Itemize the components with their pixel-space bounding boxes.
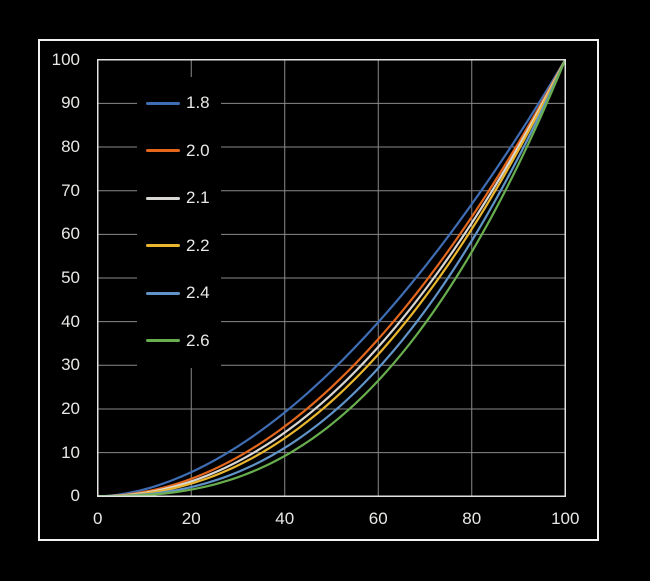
legend-label: 2.4: [186, 283, 210, 303]
y-axis-tick-label: 20: [61, 398, 80, 418]
legend-line-swatch: [146, 291, 180, 295]
curve-gamma-1.8: [97, 59, 566, 497]
legend-label: 2.6: [186, 330, 210, 350]
x-axis-tick-label: 60: [368, 509, 388, 528]
y-axis-tick-label: 100: [51, 49, 80, 69]
legend: 1.8 2.0 2.1 2.2 2.4 2.6: [137, 77, 221, 368]
legend-item: 2.0: [137, 141, 221, 161]
x-axis-tick-label: 0: [93, 509, 103, 528]
legend-label: 1.8: [186, 93, 210, 112]
legend-item: 1.8: [137, 93, 221, 113]
curve-gamma-2.0: [97, 59, 566, 497]
legend-item: 2.6: [137, 331, 221, 351]
y-axis-tick-label: 50: [61, 268, 80, 287]
curve-gamma-2.6: [97, 59, 566, 497]
x-axis-tick-label: 20: [181, 509, 201, 528]
x-axis-tick-label: 80: [462, 509, 482, 528]
legend-item: 2.4: [137, 283, 221, 303]
legend-line-swatch: [146, 149, 180, 153]
legend-line-swatch: [146, 101, 180, 105]
curve-gamma-2.2: [97, 59, 566, 497]
curve-gamma-2.4: [97, 59, 566, 497]
y-axis-tick-label: 60: [61, 224, 80, 244]
curve-gamma-2.1: [97, 59, 566, 497]
legend-item: 2.2: [137, 236, 221, 256]
legend-line-swatch: [146, 244, 180, 248]
legend-item: 2.1: [137, 188, 221, 208]
y-axis-tick-label: 30: [61, 355, 80, 375]
legend-label: 2.2: [186, 235, 210, 255]
y-axis-tick-label: 0: [70, 486, 80, 506]
legend-label: 2.0: [186, 140, 210, 160]
plot-border: [97, 59, 566, 497]
x-axis-tick-label: 40: [275, 509, 295, 528]
y-axis-tick-label: 80: [61, 137, 80, 157]
y-axis-tick-label: 40: [61, 311, 80, 331]
y-axis-tick-label: 70: [61, 180, 80, 200]
legend-line-swatch: [146, 339, 180, 343]
y-axis-tick-label: 90: [61, 93, 80, 113]
legend-label: 2.1: [186, 188, 210, 208]
x-axis-tick-label: 100: [551, 509, 580, 528]
chart-frame: [38, 39, 599, 541]
legend-line-swatch: [146, 196, 180, 200]
y-axis-tick-label: 10: [61, 442, 80, 462]
